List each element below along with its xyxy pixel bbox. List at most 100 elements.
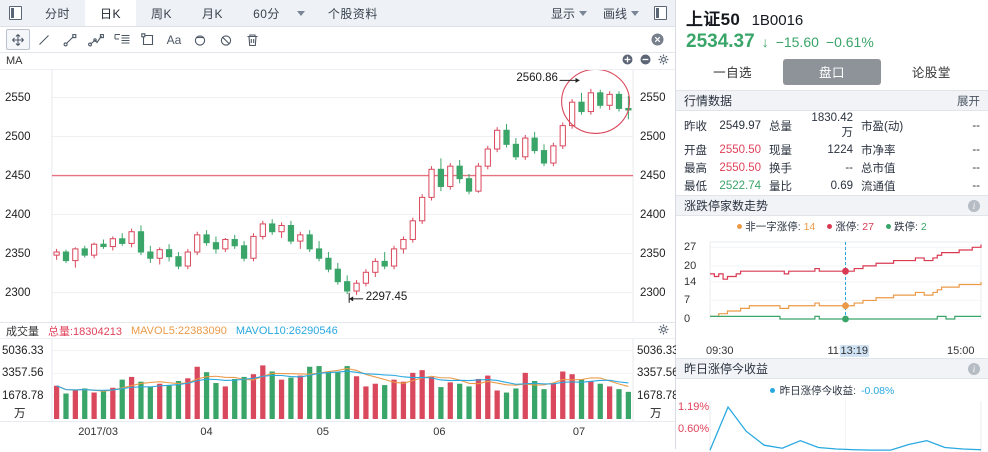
yield-legend: 昨日涨停今收益: -0.08% [676,379,988,398]
delete-tool-icon[interactable] [240,29,264,50]
quote-value: 2550.50 [710,159,766,177]
quote-label: 现量 [766,141,800,159]
arc-tool-icon[interactable] [188,29,212,50]
legend-value: 2 [921,221,927,233]
quote-label: 换手 [766,159,800,177]
quote-label: 流通值 [858,177,955,195]
close-icon[interactable] [645,29,669,50]
tab-fenshi[interactable]: 分时 [30,0,85,26]
segment-tool-icon[interactable] [58,29,82,50]
text-tool-icon[interactable]: Aa [162,29,186,50]
zoom-out-icon[interactable] [640,54,651,65]
legend-value: 27 [862,221,874,233]
mavol5-label: MAVOL5:22383090 [131,325,227,337]
yield-chart[interactable]: 昨日涨停今收益: -0.08% 1.19% 0.60% [676,379,988,449]
limit-y-tick: 14 [684,276,696,288]
price-tick-right: 2350 [640,248,666,260]
panel-tabs: 一自选 盘口 论股堂 [676,53,988,90]
price-row: 2534.37 ↓ −15.60 −0.61% [686,31,978,53]
symbol-row: 上证50 1B0016 [686,5,978,30]
quote-section-header: 行情数据 展开 [676,90,988,111]
tab-watchlist[interactable]: 一自选 [684,59,781,85]
panel-toggle-left-icon[interactable] [0,0,30,26]
chart-menubar: 分时 日K 周K 月K 60分 个股资料 显示 画线 [0,0,675,27]
volume-unit-left: 万 [14,405,26,421]
legend-item-limitdown: 跌停: 2 [886,219,927,234]
yield-y-tick: 1.19% [678,401,709,413]
rectangle-tool-icon[interactable] [136,29,160,50]
quote-value: 2522.74 [710,177,766,195]
price-tick-right: 2500 [640,131,666,143]
quote-value: 2549.97 [710,111,766,141]
yield-y-tick: 0.60% [678,423,709,435]
display-label: 显示 [551,5,575,22]
direction-arrow-icon: ↓ [762,34,769,50]
tab-orderbook[interactable]: 盘口 [783,59,880,85]
volume-title: 成交量 [6,323,39,339]
gear-icon[interactable] [658,54,669,65]
legend-label: 跌停: [894,219,918,234]
text-note-tool-icon[interactable] [110,29,134,50]
tab-week-k[interactable]: 周K [136,0,187,26]
yield-section-header: 昨日涨停今收益 i [676,358,988,379]
legend-dot [827,224,832,229]
volume-settings [658,324,669,335]
limit-y-tick: 0 [684,313,690,325]
zoom-in-icon[interactable] [622,54,633,65]
quote-label: 市盈(动) [858,111,955,141]
panel-toggle-right-icon[interactable] [645,0,675,26]
date-tick: 06 [433,426,445,438]
period-dropdown-icon[interactable] [295,0,313,26]
legend-dot [886,224,891,229]
yield-plot [676,397,988,452]
circle-tool-icon[interactable] [214,29,238,50]
panel-glyph [654,6,667,20]
quote-value: -- [955,177,988,195]
line-tool-icon[interactable] [32,29,56,50]
legend-label: 非一字涨停: [745,219,800,234]
drawline-dropdown[interactable]: 画线 [593,0,645,26]
price-tick-right: 2400 [640,209,666,221]
legend-dot [737,224,742,229]
legend-item-limitup: 涨停: 27 [827,219,874,234]
price-change-pct: −0.61% [826,34,874,50]
date-tick: 2017/03 [78,426,118,438]
volume-tick-left: 3357.56 [2,367,44,379]
volume-tick-left: 1678.78 [2,390,44,402]
quote-header: 上证50 1B0016 2534.37 ↓ −15.60 −0.61% [676,0,988,53]
date-tick: 05 [317,426,329,438]
right-panel: 上证50 1B0016 2534.37 ↓ −15.60 −0.61% 一自选 … [676,0,988,449]
gear-icon[interactable] [658,324,669,335]
chevron-down-icon [631,11,639,16]
drawline-label: 画线 [603,5,627,22]
tab-stock-info[interactable]: 个股资料 [313,0,393,26]
menubar-spacer [393,0,541,26]
tab-day-k[interactable]: 日K [85,0,136,26]
expand-button[interactable]: 展开 [957,93,980,109]
volume-tick-left: 5036.33 [2,345,44,357]
limit-legend: 非一字涨停: 14 涨停: 27 跌停: 2 [676,216,988,235]
tab-60min[interactable]: 60分 [238,0,295,26]
quote-label: 总市值 [858,159,955,177]
price-change: −15.60 [776,34,819,50]
volume-tick-right: 5036.33 [637,345,679,357]
tab-forum[interactable]: 论股堂 [883,59,980,85]
quote-value: -- [800,159,858,177]
crosshair-tool-icon[interactable] [6,29,30,50]
tab-month-k[interactable]: 月K [187,0,238,26]
quote-value: 0.69 [800,177,858,195]
legend-label: 涨停: [835,219,859,234]
info-icon[interactable]: i [968,200,980,212]
quote-value: -- [955,159,988,177]
info-icon[interactable]: i [968,363,980,375]
price-tick-left: 2450 [5,170,31,182]
yield-section-title: 昨日涨停今收益 [684,360,768,377]
legend-item-nonstraight: 非一字涨停: 14 [737,219,815,234]
polyline-tool-icon[interactable] [84,29,108,50]
display-dropdown[interactable]: 显示 [541,0,593,26]
